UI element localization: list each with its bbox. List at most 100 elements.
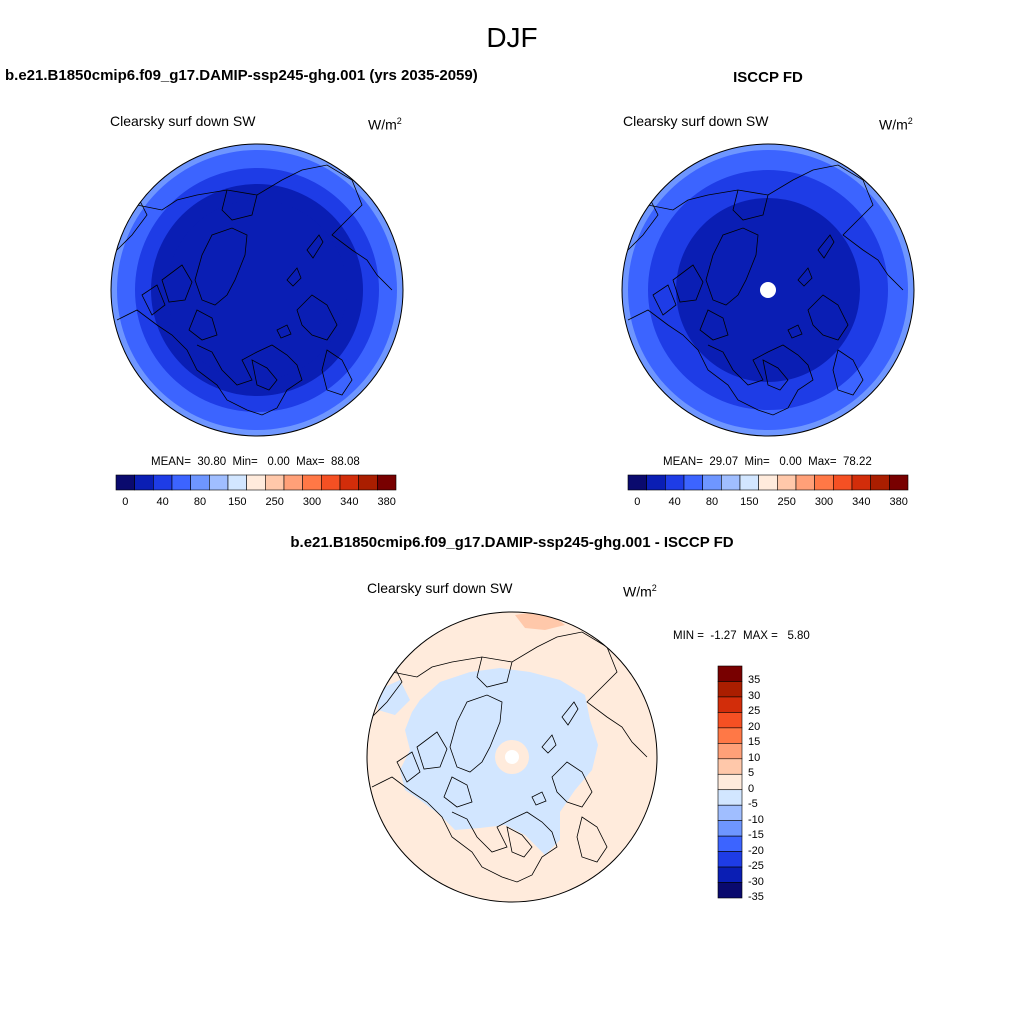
diff-colorbar-tick-label: -25	[748, 860, 764, 873]
model-colorbar-tick-label: 250	[265, 496, 284, 508]
obs-colorbar-tick-label: 0	[634, 496, 641, 508]
diff-colorbar-box	[717, 712, 743, 729]
diff-max-label: MAX =	[743, 630, 778, 642]
diff-colorbar-tick-label: 0	[748, 782, 755, 795]
obs-missing-pole	[760, 282, 776, 298]
obs-colorbar-tick-label: 340	[852, 496, 871, 508]
model-colorbar-tick-label: 80	[193, 496, 207, 508]
difference-title: b.e21.B1850cmip6.f09_g17.DAMIP-ssp245-gh…	[290, 534, 734, 551]
model-colorbar-tick-label: 340	[340, 496, 359, 508]
diff-stats: MIN = -1.27 MAX = 5.80	[673, 630, 810, 642]
model-colorbar-box	[153, 474, 173, 491]
model-colorbar-box	[209, 474, 229, 491]
model-colorbar-box	[358, 474, 378, 491]
obs-min-value: 0.00	[779, 456, 802, 468]
obs-colorbar	[627, 474, 909, 491]
obs-colorbar-box	[646, 474, 666, 491]
model-colorbar-tick-label: 150	[228, 496, 247, 508]
diff-colorbar-tick-label: -30	[748, 875, 764, 888]
model-colorbar-tick-label: 0	[122, 496, 129, 508]
diff-colorbar-box	[717, 727, 743, 744]
model-colorbar-box	[321, 474, 341, 491]
diff-colorbar-box	[717, 665, 743, 682]
diff-colorbar-box	[717, 773, 743, 791]
model-colorbar-box	[115, 474, 135, 491]
model-colorbar	[115, 474, 397, 491]
model-case-title: b.e21.B1850cmip6.f09_g17.DAMIP-ssp245-gh…	[5, 67, 478, 84]
diff-max-value: 5.80	[787, 630, 810, 642]
model-colorbar-box	[283, 474, 303, 491]
obs-min-label: Min=	[744, 456, 770, 468]
diff-min-label: MIN =	[673, 630, 704, 642]
obs-colorbar-box	[889, 474, 909, 491]
diff-colorbar-tick-label: 25	[748, 705, 761, 718]
obs-colorbar-box	[814, 474, 834, 491]
diff-variable-label: Clearsky surf down SW	[367, 580, 513, 596]
diff-colorbar-box	[717, 696, 743, 713]
obs-map	[621, 143, 915, 437]
model-mean-label: MEAN=	[151, 456, 191, 468]
diff-colorbar-box	[717, 743, 743, 760]
obs-colorbar-tick-label: 300	[814, 496, 834, 508]
obs-stats: MEAN= 29.07 Min= 0.00 Max= 78.22	[663, 456, 872, 468]
model-variable-label: Clearsky surf down SW	[110, 113, 256, 129]
diff-colorbar-tick-label: 35	[748, 674, 761, 687]
diff-colorbar-box	[717, 835, 743, 852]
diff-colorbar-tick-label: -20	[748, 844, 764, 857]
obs-colorbar-box	[833, 474, 853, 491]
model-colorbar-box	[190, 474, 210, 491]
diff-colorbar-box	[717, 681, 743, 698]
model-colorbar-box	[246, 474, 266, 491]
diff-colorbar-tick-label: -10	[748, 813, 764, 826]
model-min-label: Min=	[232, 456, 258, 468]
diff-colorbar-box	[717, 882, 743, 899]
model-min-value: 0.00	[267, 456, 290, 468]
obs-colorbar-box	[683, 474, 703, 491]
obs-colorbar-tick-label: 80	[705, 496, 719, 508]
obs-colorbar-box	[870, 474, 890, 491]
diff-colorbar-box	[717, 851, 743, 868]
diff-colorbar-tick-label: -35	[748, 891, 764, 903]
obs-max-label: Max=	[808, 456, 837, 468]
model-max-label: Max=	[296, 456, 325, 468]
diff-colorbar-box	[717, 820, 743, 837]
model-colorbar-box	[265, 474, 285, 491]
diff-colorbar-tick-label: 5	[748, 767, 755, 780]
diff-colorbar-box	[717, 804, 743, 821]
diff-colorbar-box	[717, 758, 743, 775]
diff-colorbar-tick-label: 15	[748, 736, 761, 749]
diff-colorbar	[717, 665, 743, 899]
diff-min-value: -1.27	[710, 630, 737, 642]
obs-units-label: W/m2	[879, 116, 913, 133]
diff-colorbar-tick-label: 20	[748, 720, 761, 733]
obs-variable-label: Clearsky surf down SW	[623, 113, 769, 129]
obs-colorbar-box	[758, 474, 778, 491]
model-colorbar-box	[302, 474, 322, 491]
obs-colorbar-box	[739, 474, 759, 491]
model-colorbar-box	[227, 474, 247, 491]
season-title: DJF	[486, 22, 538, 53]
model-colorbar-box	[339, 474, 359, 491]
obs-colorbar-tick-label: 380	[889, 496, 908, 508]
obs-colorbar-tick-label: 150	[740, 496, 759, 508]
model-colorbar-box	[377, 474, 397, 491]
diff-colorbar-tick-label: 10	[748, 751, 761, 764]
obs-colorbar-box	[665, 474, 685, 491]
obs-mean-value: 29.07	[709, 456, 739, 468]
obs-colorbar-box	[702, 474, 722, 491]
obs-colorbar-box	[851, 474, 871, 491]
obs-max-value: 78.22	[842, 456, 872, 468]
diff-map	[366, 611, 658, 903]
obs-colorbar-box	[721, 474, 741, 491]
diff-colorbar-box	[717, 866, 743, 883]
obs-mean-label: MEAN=	[663, 456, 703, 468]
model-colorbar-tick-label: 380	[377, 496, 396, 508]
model-max-value: 88.08	[330, 456, 360, 468]
obs-colorbar-tick-label: 250	[777, 496, 796, 508]
diff-colorbar-tick-label: -15	[748, 829, 764, 842]
model-units-label: W/m2	[368, 116, 402, 133]
obs-colorbar-box	[795, 474, 815, 491]
model-stats: MEAN= 30.80 Min= 0.00 Max= 88.08	[151, 456, 360, 468]
